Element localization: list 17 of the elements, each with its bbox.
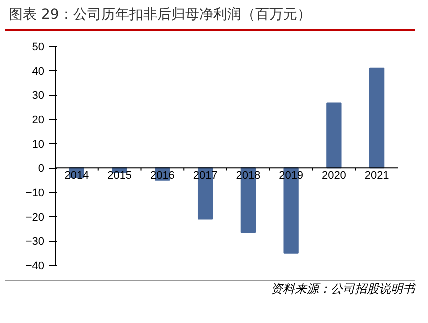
chart-title: 图表 29：公司历年扣非后归母净利润（百万元）	[9, 6, 312, 25]
text: 资料来源：公司招股说明书	[271, 281, 415, 298]
x-tick-label: 2021	[364, 170, 390, 182]
x-tick-label: 2015	[108, 170, 132, 182]
y-tick-label: 10	[32, 138, 45, 151]
y-tick-label: 30	[32, 90, 45, 102]
y-tick-label: −40	[26, 260, 45, 272]
y-tick-label: −30	[26, 236, 45, 248]
y-tick-label: −20	[26, 212, 45, 224]
x-tick-label: 2020	[322, 170, 346, 182]
y-tick-label: 0	[38, 163, 45, 176]
y-tick-label: 20	[32, 114, 45, 126]
bar	[369, 68, 385, 169]
bar	[326, 102, 342, 169]
y-tick-label: 50	[32, 42, 45, 54]
y-tick-label: 40	[32, 66, 45, 78]
y-tick-label: −10	[26, 188, 45, 200]
